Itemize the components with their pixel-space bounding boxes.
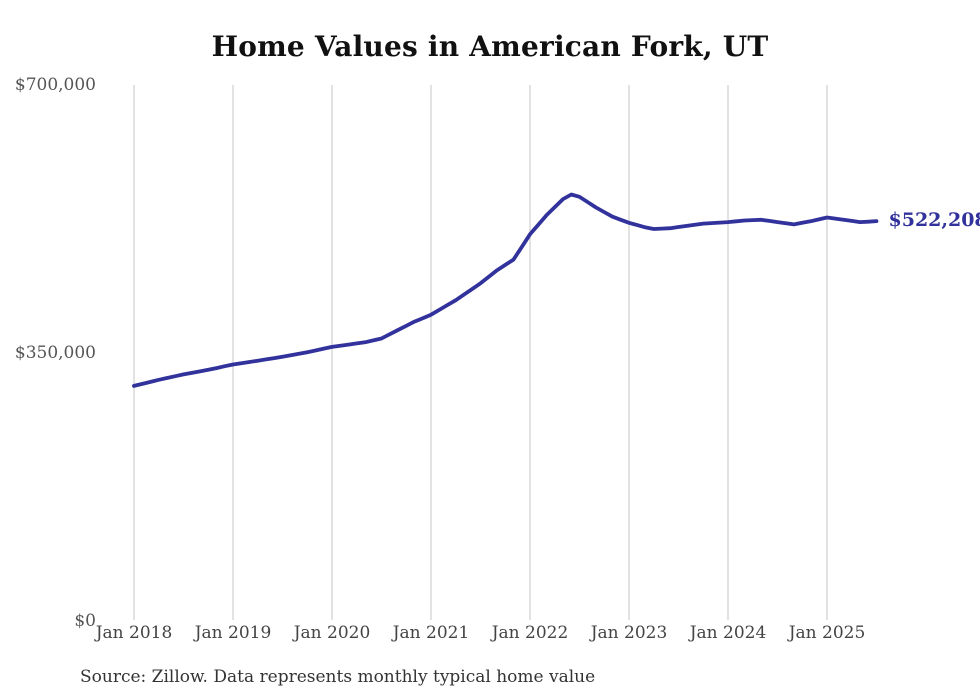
x-tick-label: Jan 2020 [293, 623, 371, 643]
series-end-value-label: $522,208 [888, 209, 980, 232]
x-tick-label: Jan 2023 [590, 623, 668, 643]
x-tick-label: Jan 2024 [689, 623, 767, 643]
x-tick-label: Jan 2018 [95, 623, 173, 643]
y-tick-label: $350,000 [14, 343, 96, 363]
home-value-line [132, 192, 879, 388]
x-tick-label: Jan 2019 [194, 623, 272, 643]
x-tick-label: Jan 2021 [392, 623, 470, 643]
x-tick-label: Jan 2025 [788, 623, 866, 643]
source-note: Source: Zillow. Data represents monthly … [80, 667, 596, 687]
gridlines-group [133, 85, 828, 620]
y-tick-label: $700,000 [14, 75, 96, 95]
chart-title: Home Values in American Fork, UT [211, 30, 769, 63]
y-tick-label: $0 [74, 611, 96, 631]
x-tick-label: Jan 2022 [491, 623, 569, 643]
